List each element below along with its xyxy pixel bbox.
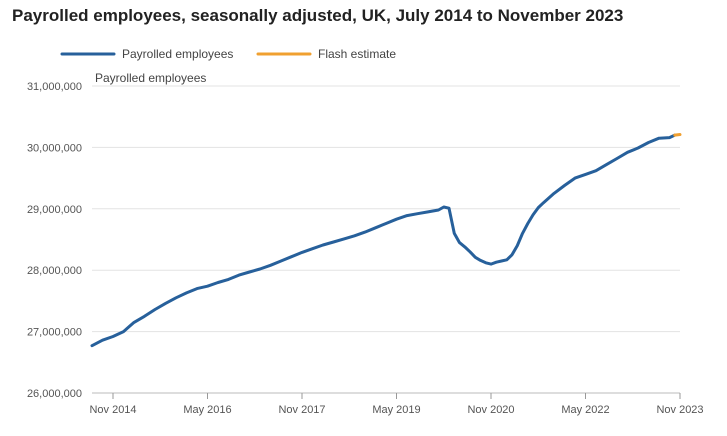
- series-lines: [90, 133, 682, 348]
- x-tick-label: Nov 2023: [656, 404, 703, 416]
- series-line-flash-estimate: [673, 133, 682, 137]
- x-tick-label: May 2016: [183, 404, 231, 416]
- series-line-payrolled-employees: [90, 133, 677, 348]
- legend-label: Flash estimate: [318, 47, 396, 61]
- y-axis-ticks: 26,000,000 27,000,000 28,000,000 29,000,000…: [27, 81, 82, 400]
- x-tick-label: Nov 2017: [278, 404, 325, 416]
- y-axis-label: Payrolled employees: [95, 71, 206, 85]
- y-tick-label: 26,000,000: [27, 388, 82, 400]
- y-tick-label: 31,000,000: [27, 81, 82, 93]
- y-tick-label: 27,000,000: [27, 327, 82, 339]
- y-tick-label: 29,000,000: [27, 204, 82, 216]
- gridlines: [92, 85, 680, 394]
- y-tick-label: 28,000,000: [27, 265, 82, 277]
- x-tick-label: Nov 2020: [467, 404, 514, 416]
- x-axis-ticks: Nov 2014 May 2016 Nov 2017 May 2019 Nov 2020…: [89, 393, 704, 416]
- chart-title: Payrolled employees, seasonally adjusted…: [12, 6, 624, 25]
- y-tick-label: 30,000,000: [27, 142, 82, 154]
- x-tick-label: Nov 2014: [89, 404, 136, 416]
- x-tick-label: May 2022: [561, 404, 609, 416]
- legend: Payrolled employees Flash estimate: [60, 47, 396, 61]
- legend-label: Payrolled employees: [122, 47, 233, 61]
- x-tick-label: May 2019: [372, 404, 420, 416]
